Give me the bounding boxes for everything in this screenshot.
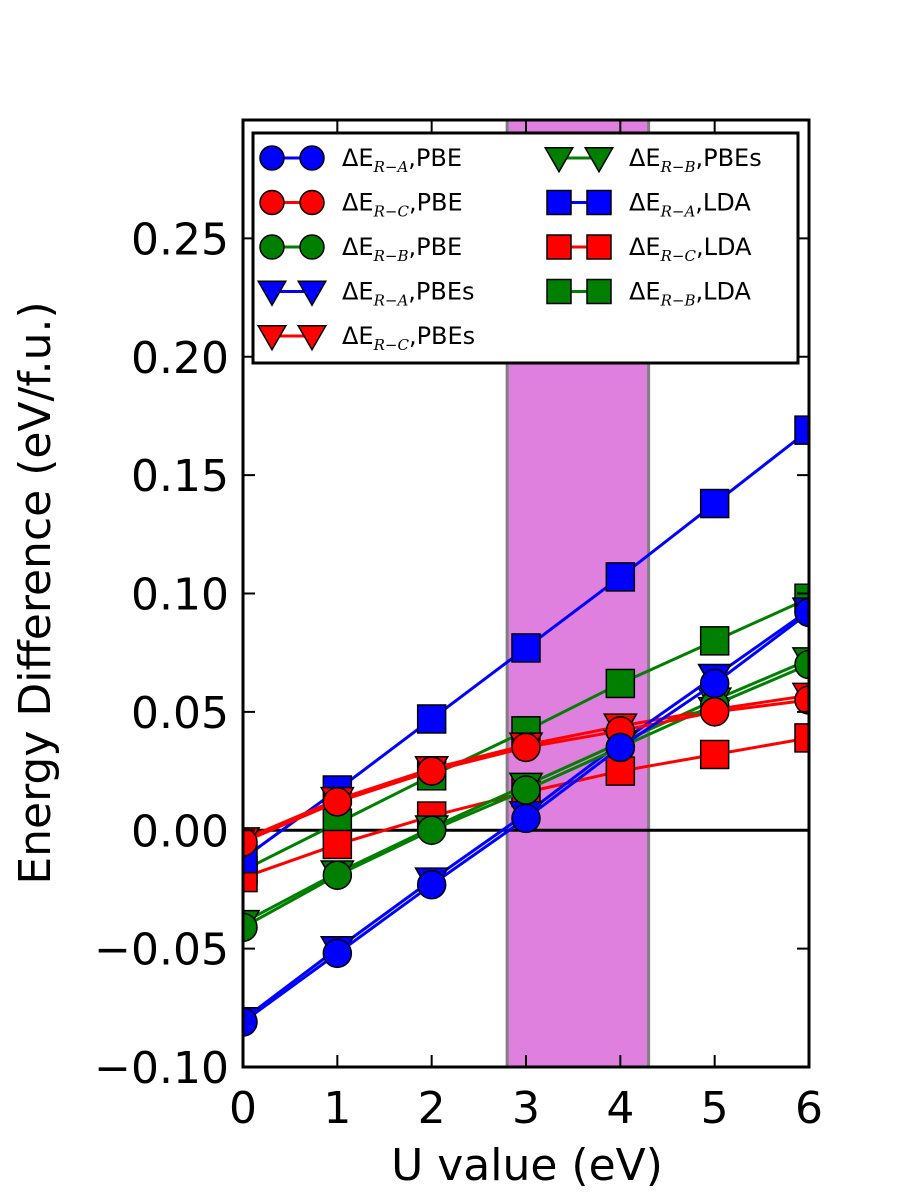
data-point: [322, 938, 353, 969]
data-point: [416, 756, 447, 786]
data-point: [322, 829, 353, 860]
x-axis-label: U value (eV): [391, 1140, 663, 1191]
legend-label: ΔER−A,LDA: [629, 189, 751, 221]
data-point: [416, 869, 447, 900]
data-point: [794, 649, 809, 680]
series-2: [243, 685, 809, 857]
legend-marker: [586, 234, 612, 260]
data-point: [322, 860, 353, 890]
data-point: [605, 668, 636, 699]
x-tick-label: 0: [229, 1083, 257, 1134]
legend-marker: [299, 145, 325, 171]
legend-label: ΔER−B,LDA: [629, 278, 752, 310]
data-point: [794, 685, 809, 715]
x-tick-label: 2: [418, 1083, 446, 1134]
legend-label: ΔER−A,PBEs: [342, 278, 475, 310]
data-point: [699, 626, 730, 656]
x-tick-label: 4: [606, 1083, 634, 1134]
data-point: [699, 668, 730, 699]
legend-marker: [546, 234, 572, 260]
legend-marker: [299, 234, 325, 260]
legend-marker: [259, 234, 285, 260]
legend-label: ΔER−C,LDA: [629, 233, 752, 265]
x-tick-label: 5: [701, 1083, 729, 1134]
legend-marker: [296, 325, 328, 352]
data-point: [416, 815, 447, 845]
data-point: [511, 803, 541, 834]
legend-marker: [296, 280, 328, 307]
legend-item-1: ΔER−A,PBE: [259, 144, 462, 176]
data-point: [416, 704, 447, 734]
data-point: [699, 739, 730, 770]
legend-label: ΔER−C,PBE: [342, 189, 463, 221]
x-tick-label: 6: [795, 1083, 823, 1134]
data-point: [794, 415, 809, 445]
data-point: [605, 562, 636, 592]
legend-marker: [586, 189, 612, 216]
y-tick-label: 0.20: [131, 333, 229, 384]
legend-item-5: ΔER−C,PBEs: [256, 322, 475, 354]
legend-item-7: ΔER−A,LDA: [546, 189, 751, 221]
data-point: [794, 597, 809, 628]
data-point: [699, 488, 730, 519]
legend-label: ΔER−B,PBE: [342, 233, 462, 265]
y-tick-label: −0.05: [94, 925, 229, 976]
data-point: [794, 723, 809, 753]
data-point: [511, 732, 541, 763]
legend-marker: [543, 147, 575, 174]
legend-marker: [299, 189, 325, 216]
data-point: [243, 912, 258, 943]
x-tick-label: 3: [512, 1083, 540, 1134]
legend-marker: [259, 145, 285, 171]
data-point: [511, 633, 541, 663]
y-tick-label: 0.05: [131, 688, 229, 739]
legend-marker: [259, 189, 285, 216]
legend-item-9: ΔER−B,LDA: [546, 278, 752, 310]
data-point: [243, 1007, 258, 1037]
legend-label: ΔER−B,PBEs: [629, 144, 762, 176]
legend-label: ΔER−A,PBE: [342, 144, 462, 176]
legend-item-2: ΔER−C,PBE: [259, 189, 463, 221]
legend-marker: [256, 325, 288, 352]
legend-item-4: ΔER−A,PBEs: [256, 278, 475, 310]
y-tick-label: 0.00: [131, 806, 229, 857]
x-tick-label: 1: [323, 1083, 351, 1134]
data-point: [322, 787, 353, 817]
y-axis-label: Energy Difference (eV/f.u.): [10, 301, 61, 884]
y-tick-label: 0.10: [131, 570, 229, 621]
legend-label: ΔER−C,PBEs: [342, 322, 475, 354]
legend-marker: [546, 278, 572, 305]
series-1: [243, 597, 809, 1037]
legend-item-6: ΔER−B,PBEs: [543, 144, 762, 176]
legend-item-8: ΔER−C,LDA: [546, 233, 752, 265]
y-tick-label: 0.15: [131, 451, 229, 502]
y-tick-label: −0.10: [94, 1043, 229, 1094]
data-point: [243, 827, 258, 857]
data-point: [699, 697, 730, 727]
legend-marker: [256, 280, 288, 307]
legend-marker: [586, 278, 612, 305]
y-tick-label: 0.25: [131, 214, 229, 265]
legend-box: [251, 131, 800, 365]
legend-marker: [583, 147, 615, 174]
data-point: [511, 775, 541, 805]
legend-item-3: ΔER−B,PBE: [259, 233, 462, 265]
legend-marker: [546, 189, 572, 216]
data-point: [605, 732, 636, 763]
